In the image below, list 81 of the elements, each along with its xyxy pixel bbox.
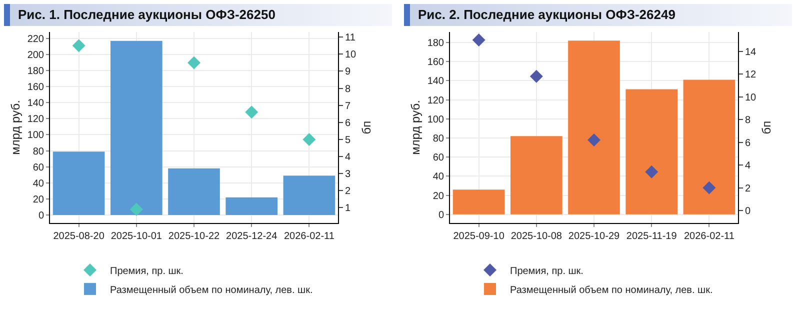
y-tick-label: 140	[27, 98, 44, 110]
x-tick-label: 2025-10-08	[510, 231, 562, 242]
y2-tick-label: 4	[345, 152, 351, 163]
y-tick-label: 80	[432, 134, 444, 145]
y-tick-label: 180	[427, 38, 444, 49]
y2-axis-title: бп	[759, 120, 774, 134]
x-tick-label: 2025-09-10	[453, 231, 505, 242]
bar	[168, 168, 220, 215]
y-tick-label: 80	[32, 146, 44, 158]
y-tick-label: 120	[427, 95, 444, 106]
bar	[226, 197, 278, 215]
y-tick-label: 140	[427, 76, 444, 88]
legend-label: Премия, пр. шк.	[110, 266, 184, 277]
bar	[452, 190, 505, 214]
point	[245, 106, 258, 119]
x-tick-label: 2025-11-19	[626, 231, 678, 242]
y2-tick-label: 5	[345, 134, 351, 146]
y2-tick-label: 7	[345, 100, 351, 112]
y2-tick-label: 6	[345, 118, 351, 129]
y-tick-label: 60	[432, 152, 444, 164]
bar	[568, 40, 620, 214]
y2-tick-label: 2	[345, 186, 351, 198]
bar	[110, 40, 162, 215]
y2-tick-label: 12	[745, 70, 757, 81]
y-tick-label: 180	[27, 66, 44, 78]
bar	[52, 152, 105, 215]
chart-title: Рис. 2. Последние аукционы ОФЗ-26249	[404, 4, 792, 26]
y-tick-label: 40	[32, 178, 44, 190]
y2-tick-label: 8	[345, 84, 351, 95]
y2-tick-label: 8	[745, 115, 751, 126]
x-tick-label: 2025-08-20	[53, 231, 105, 242]
x-tick-label: 2025-12-24	[226, 231, 278, 242]
point	[302, 132, 316, 146]
y-tick-label: 100	[27, 130, 44, 142]
x-tick-label: 2025-10-01	[110, 231, 162, 242]
y-tick-label: 220	[27, 34, 44, 45]
point	[72, 39, 86, 52]
x-tick-label: 2026-02-11	[684, 231, 735, 242]
point	[588, 134, 600, 147]
point	[188, 56, 200, 70]
y2-tick-label: 4	[745, 160, 751, 172]
bar	[683, 80, 736, 214]
y-tick-label: 0	[438, 210, 444, 221]
y2-axis-title: бп	[359, 120, 374, 134]
point	[130, 202, 143, 216]
point	[530, 70, 543, 83]
y-tick-label: 120	[27, 114, 44, 126]
chart-title: Рис. 1. Последние аукционы ОФЗ-26250	[4, 4, 392, 26]
y2-tick-label: 9	[345, 66, 351, 78]
y2-tick-label: 14	[745, 46, 757, 58]
y2-tick-label: 11	[345, 32, 356, 44]
x-tick-label: 2026-02-11	[284, 231, 335, 242]
y-axis-title: млрд руб.	[8, 100, 23, 155]
y2-tick-label: 0	[745, 206, 751, 217]
y-tick-label: 200	[27, 50, 44, 61]
y2-tick-label: 1	[345, 203, 351, 214]
point	[472, 33, 486, 46]
y-tick-label: 100	[427, 114, 444, 126]
y-tick-label: 60	[32, 162, 44, 174]
y-tick-label: 160	[27, 82, 44, 94]
y2-tick-label: 10	[345, 50, 357, 61]
x-tick-label: 2025-10-29	[568, 231, 620, 242]
bar	[283, 176, 336, 215]
bar	[510, 136, 562, 214]
legend-label: Размещенный объем по номиналу, лев. шк.	[510, 284, 713, 296]
x-tick-label: 2025-10-22	[168, 231, 220, 242]
legend-label: Премия, пр. шк.	[510, 266, 584, 277]
y-tick-label: 0	[38, 210, 44, 222]
y-tick-label: 40	[432, 172, 444, 183]
legend-label: Размещенный объем по номиналу, лев. шк.	[110, 284, 313, 296]
point	[645, 165, 658, 178]
y2-tick-label: 3	[345, 169, 351, 180]
y-tick-label: 160	[427, 57, 444, 68]
bar	[626, 89, 678, 214]
y-axis-title: млрд руб.	[408, 100, 423, 155]
y2-tick-label: 10	[745, 92, 757, 104]
point	[702, 181, 716, 194]
y2-tick-label: 6	[745, 138, 751, 149]
y2-tick-label: 2	[745, 183, 751, 194]
y-tick-label: 20	[32, 194, 44, 206]
y-tick-label: 20	[432, 190, 444, 202]
